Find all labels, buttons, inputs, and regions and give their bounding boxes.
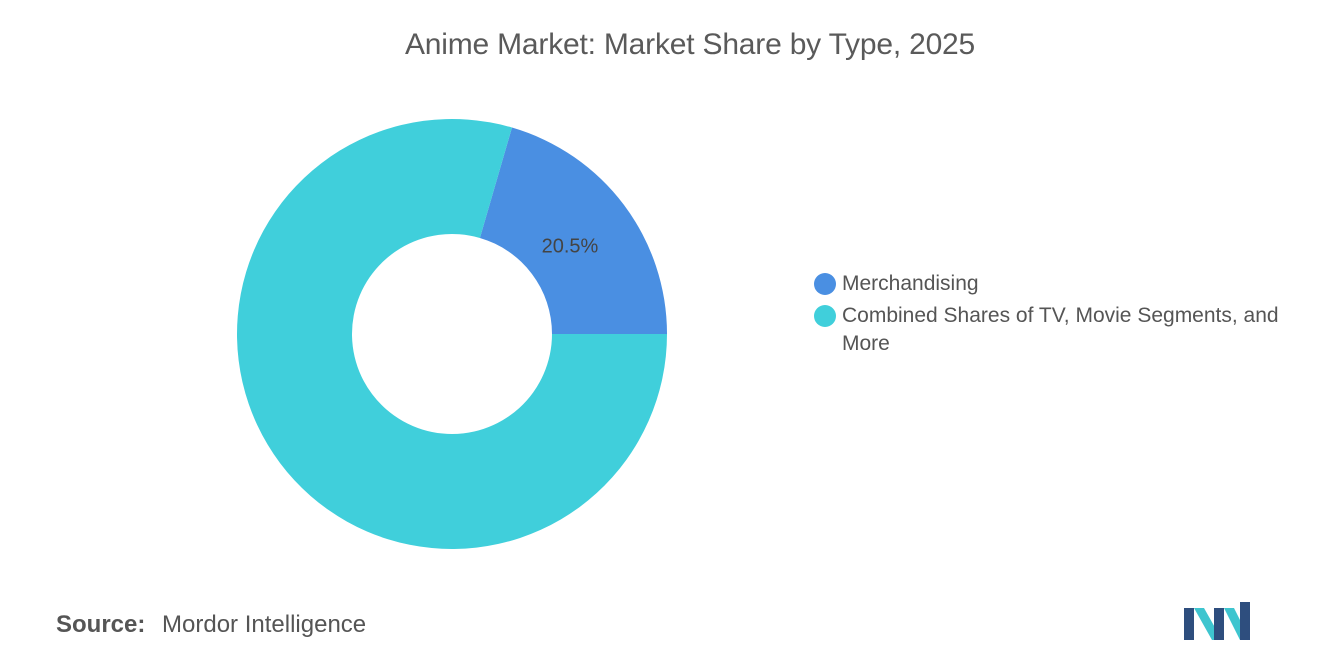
legend-item-combined-shares[interactable]: Combined Shares of TV, Movie Segments, a… xyxy=(814,302,1284,358)
legend-label-combined-shares: Combined Shares of TV, Movie Segments, a… xyxy=(842,304,1279,355)
legend-label-merchandising: Merchandising xyxy=(842,272,979,295)
mordor-intelligence-logo-icon xyxy=(1184,602,1250,640)
legend-swatch-merchandising xyxy=(814,273,836,295)
source-label: Source: xyxy=(56,611,146,638)
donut-slice-merchandising[interactable] xyxy=(479,127,667,334)
source-value: Mordor Intelligence xyxy=(162,611,367,638)
chart-legend: Merchandising Combined Shares of TV, Mov… xyxy=(814,270,1284,362)
legend-item-merchandising[interactable]: Merchandising xyxy=(814,270,1284,298)
donut-slice-combined-shares[interactable] xyxy=(237,119,667,549)
source-note: Source: Mordor Intelligence xyxy=(56,611,366,639)
legend-swatch-combined-shares xyxy=(814,305,836,327)
chart-title: Anime Market: Market Share by Type, 2025 xyxy=(404,28,976,61)
data-label-merchandising: 20.5% xyxy=(542,235,599,257)
donut-data-labels: 20.5% xyxy=(542,235,599,257)
donut-slices xyxy=(237,119,667,549)
